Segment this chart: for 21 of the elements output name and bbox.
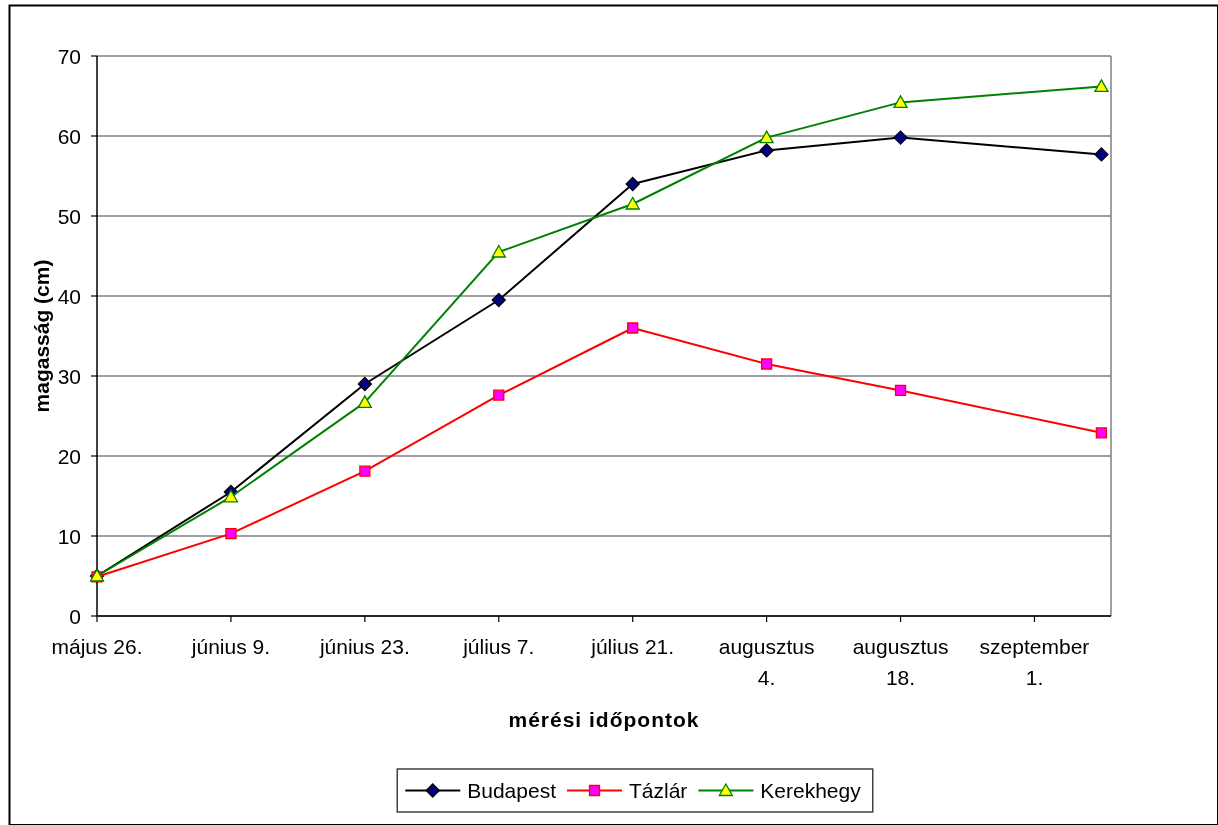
x-tick-label: szeptember 1. xyxy=(979,635,1090,689)
x-tick-label: június 23. xyxy=(318,635,410,658)
x-tick-label: július 7. xyxy=(462,635,535,658)
y-tick-label: 0 xyxy=(69,604,81,628)
y-tick-label: 20 xyxy=(57,444,81,468)
y-tick-label: 30 xyxy=(57,364,81,388)
y-axis-title: magasság (cm) xyxy=(29,259,53,413)
x-tick-label: július 21. xyxy=(590,635,675,658)
legend-label: Budapest xyxy=(467,779,557,803)
x-axis-title: mérési időpontok xyxy=(508,708,700,731)
x-tick-label: június 9. xyxy=(190,635,271,658)
y-tick-label: 50 xyxy=(57,204,81,228)
y-tick-label: 60 xyxy=(57,124,81,148)
legend-label: Tázlár xyxy=(629,779,688,803)
x-tick-label: augusztus 4. xyxy=(718,635,815,689)
legend-label: Kerekhegy xyxy=(760,779,862,803)
y-tick-label: 40 xyxy=(57,284,81,308)
y-tick-label: 70 xyxy=(57,44,81,68)
x-tick-label: augusztus 18. xyxy=(852,635,949,689)
x-tick-label: május 26. xyxy=(51,635,143,658)
y-tick-label: 10 xyxy=(57,524,81,548)
